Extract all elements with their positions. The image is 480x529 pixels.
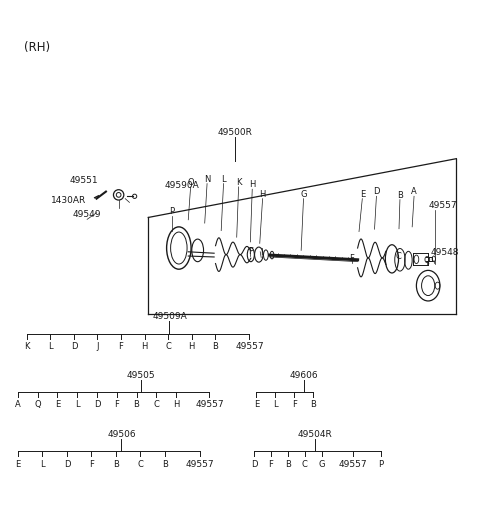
Text: K: K [236,178,241,187]
Text: 49557: 49557 [338,460,367,469]
Text: D: D [251,460,257,469]
Text: D: D [64,460,70,469]
Text: H: H [173,400,179,409]
Text: P: P [169,207,174,216]
Text: P: P [379,460,384,469]
Text: D: D [71,342,77,351]
Text: B: B [113,460,119,469]
Text: L: L [75,400,80,409]
Text: E: E [55,400,60,409]
Text: 49500R: 49500R [218,129,253,138]
Text: D: D [94,400,100,409]
Text: C: C [153,400,159,409]
Text: 49548: 49548 [431,248,459,257]
Text: J: J [96,342,99,351]
Text: F: F [269,460,274,469]
Text: 49505: 49505 [127,371,156,380]
Text: F: F [349,253,354,262]
Text: G: G [300,189,307,199]
Text: 49549: 49549 [73,211,101,220]
Text: 49606: 49606 [289,371,318,380]
Text: I: I [260,249,263,258]
Text: B: B [310,400,316,409]
Text: 1430AR: 1430AR [51,196,86,205]
Text: B: B [212,342,218,351]
Text: 49557: 49557 [186,460,215,469]
Text: N: N [204,175,210,184]
Text: H: H [188,342,195,351]
Text: L: L [48,342,53,351]
Text: B: B [285,460,291,469]
Text: F: F [248,247,253,256]
Text: C: C [137,460,143,469]
Text: 49590A: 49590A [165,181,200,190]
Text: E: E [360,189,365,199]
Text: B: B [162,460,168,469]
Text: C: C [165,342,171,351]
Text: B: B [133,400,140,409]
Text: F: F [292,400,297,409]
Text: F: F [114,400,119,409]
Text: K: K [24,342,30,351]
Text: Q: Q [424,257,431,266]
Text: D: D [373,187,380,196]
Text: L: L [40,460,45,469]
Text: 49557: 49557 [195,400,224,409]
Text: H: H [249,180,255,189]
Text: O: O [187,178,194,187]
Text: 49557: 49557 [428,201,457,210]
Text: 49509A: 49509A [152,312,187,321]
Text: 49504R: 49504R [298,430,333,439]
Text: L: L [273,400,277,409]
Text: A: A [411,187,417,196]
Text: (RH): (RH) [24,41,50,54]
Text: H: H [259,189,266,199]
Text: L: L [221,175,226,184]
Text: 49557: 49557 [235,342,264,351]
Text: B: B [397,190,403,199]
Text: F: F [119,342,123,351]
Text: E: E [254,400,259,409]
Text: Q: Q [35,400,41,409]
Text: E: E [15,460,21,469]
Text: C: C [395,252,401,261]
Text: 49551: 49551 [70,176,98,185]
Text: G: G [319,460,325,469]
Text: F: F [89,460,94,469]
Text: C: C [302,460,308,469]
Text: 49506: 49506 [107,430,136,439]
Text: A: A [15,400,21,409]
Text: H: H [141,342,148,351]
